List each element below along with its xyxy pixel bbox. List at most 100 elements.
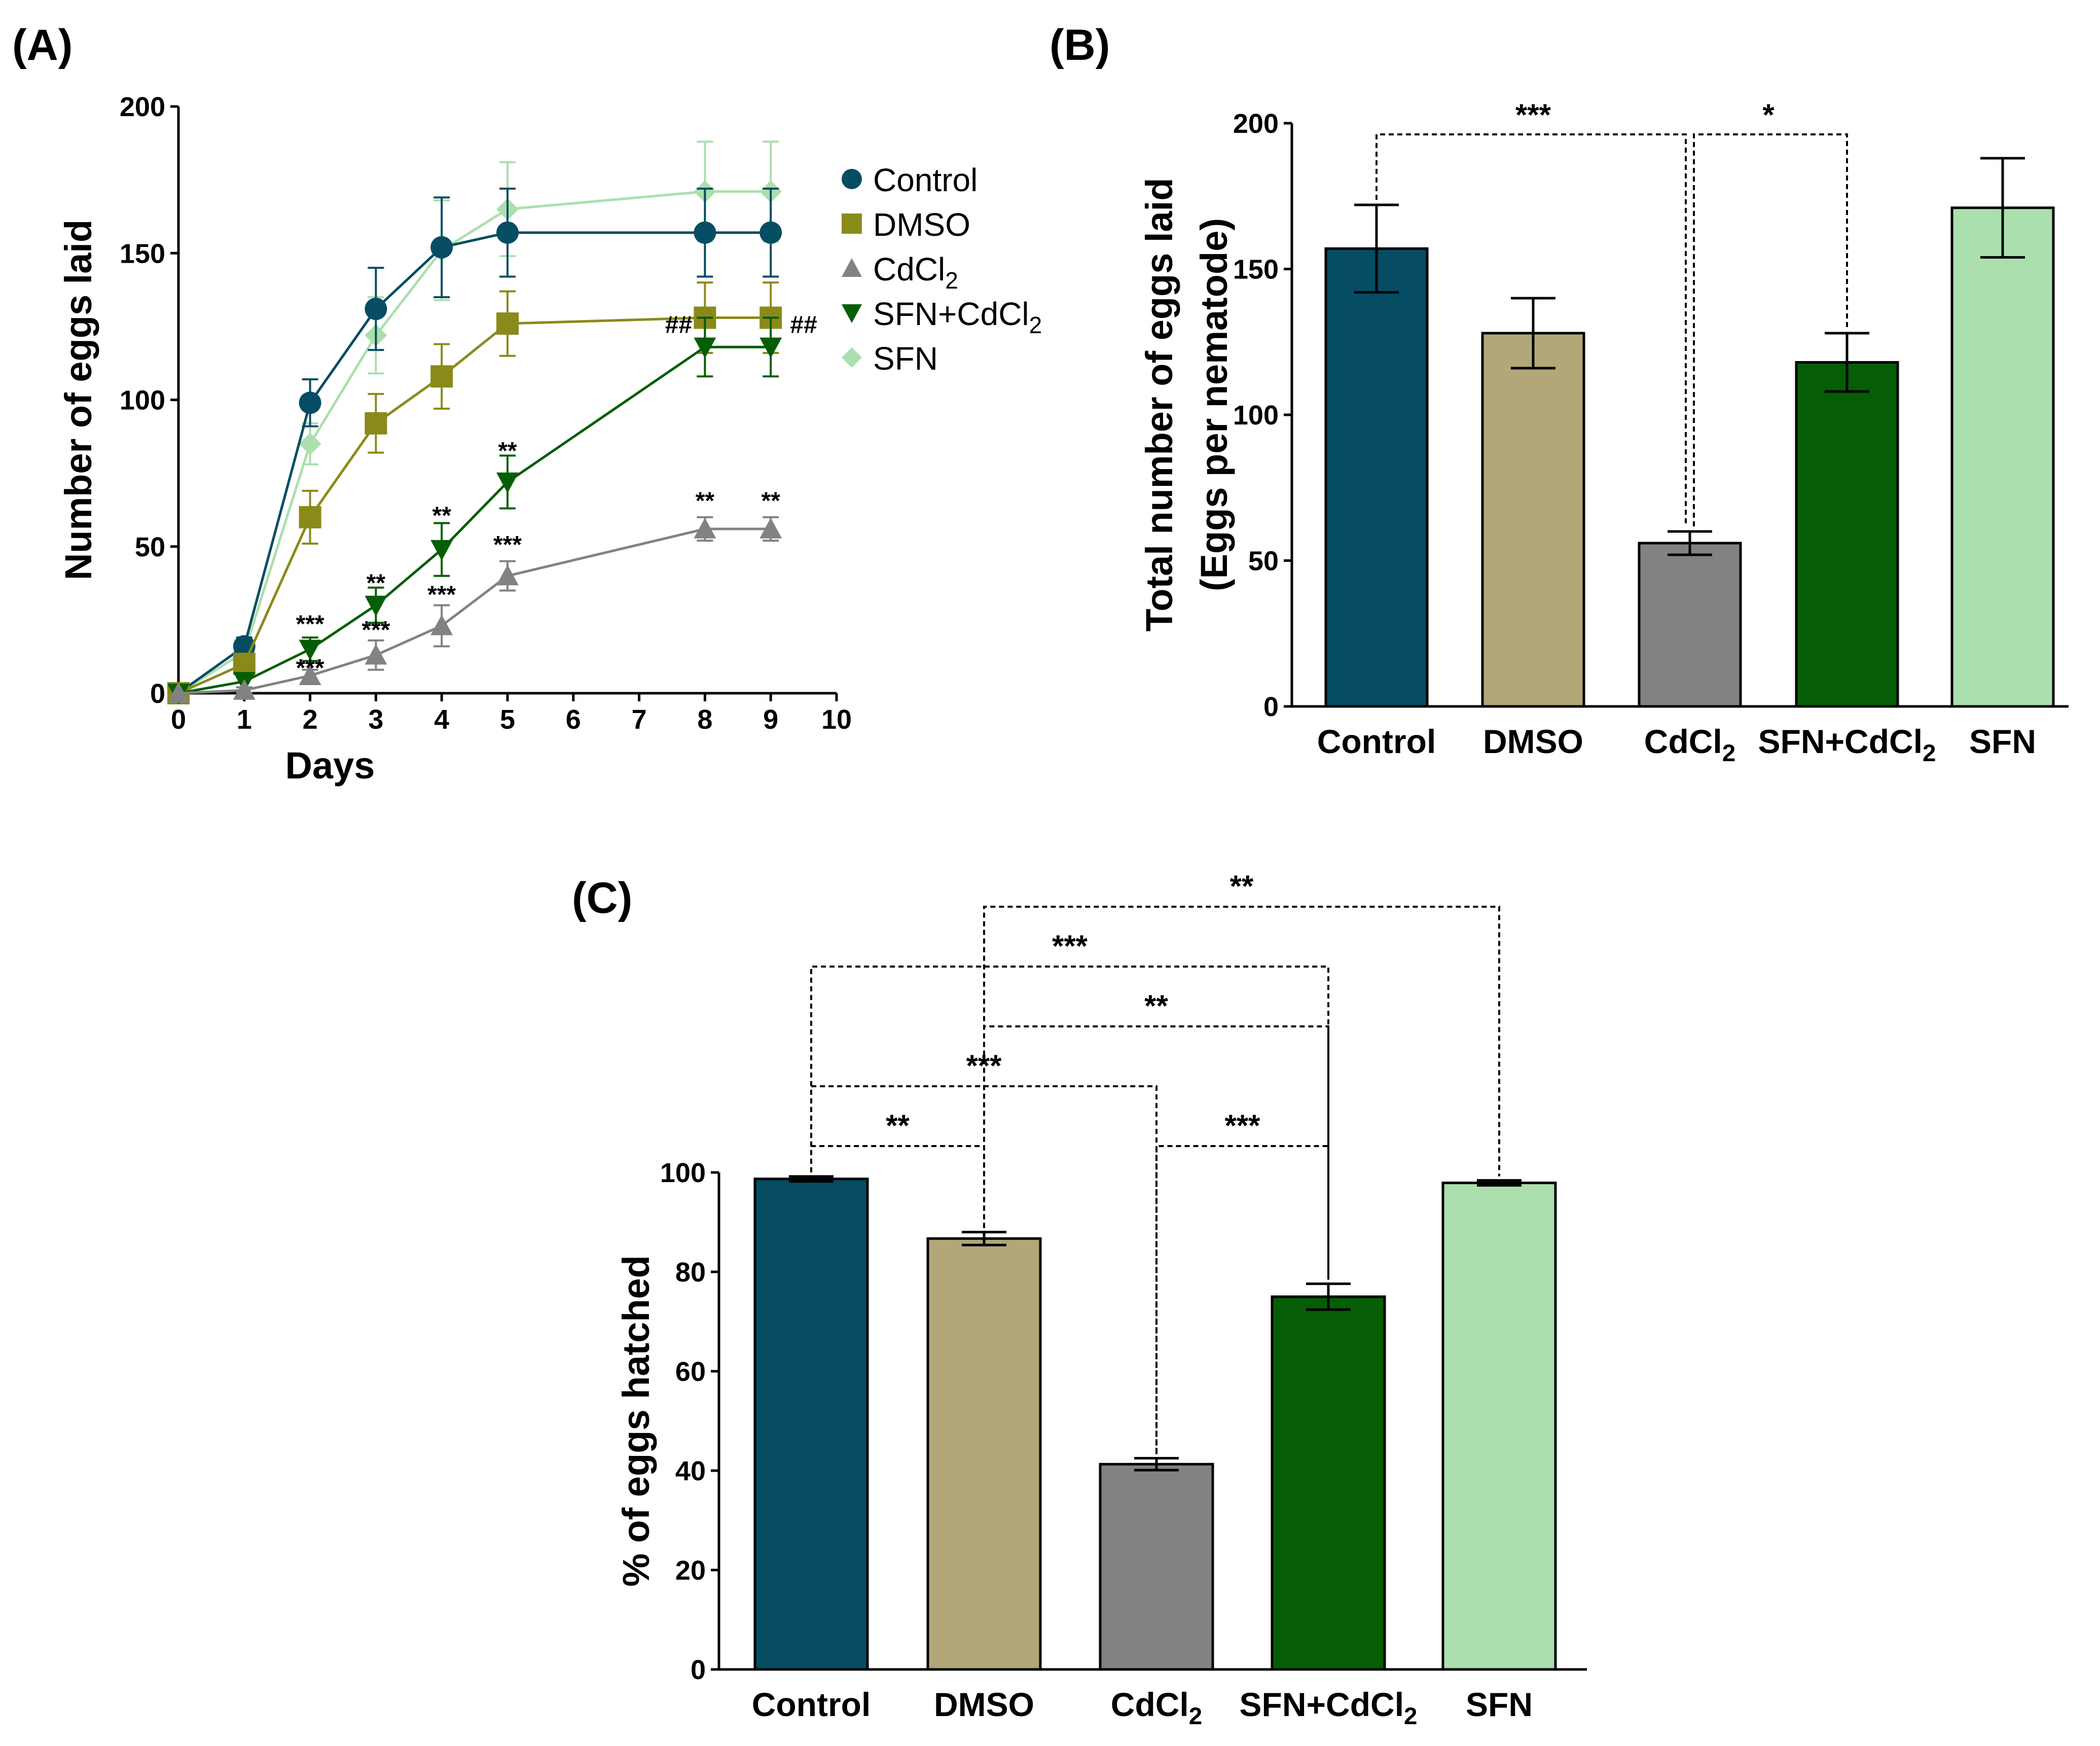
panel-c-y-tick-label: 80 xyxy=(675,1257,706,1288)
panel-a-legend-marker xyxy=(842,347,862,368)
panel-c-category-label: CdCl2 xyxy=(1111,1686,1202,1730)
panel-a-legend-label-sub: 2 xyxy=(1029,312,1042,338)
panel-a-x-tick-label: 9 xyxy=(763,704,778,735)
panel-c-y-tick-label: 20 xyxy=(675,1555,706,1586)
panel-c-category-label-main: Control xyxy=(752,1686,871,1723)
panel-a-point-sfn-cdcl2 xyxy=(365,595,387,617)
panel-c-category-label: SFN xyxy=(1466,1686,1533,1723)
panel-a-y-tick-label: 150 xyxy=(120,238,165,269)
panel-c-y-tick-label: 40 xyxy=(675,1456,706,1486)
panel-b-bar xyxy=(1638,542,1742,708)
panel-c-category-label-main: SFN+CdCl xyxy=(1240,1686,1404,1723)
panel-a-x-tick-label: 0 xyxy=(171,704,186,735)
panel-a-x-tick-label: 8 xyxy=(697,704,712,735)
panel-a-legend-label-main: SFN xyxy=(873,340,938,377)
panel-b-category-label: SFN xyxy=(1969,723,2036,760)
panel-b-category-label: DMSO xyxy=(1483,723,1583,760)
panel-a-legend-label-main: DMSO xyxy=(873,206,970,243)
panel-a-point-control xyxy=(694,221,716,244)
panel-a-legend-label: SFN xyxy=(873,340,938,377)
panel-b-bar xyxy=(1481,332,1585,708)
panel-c-y-axis-title: % of eggs hatched xyxy=(615,1255,657,1587)
panel-a-legend-marker xyxy=(842,304,862,323)
panel-a-annotation: *** xyxy=(296,611,324,637)
panel-a-point-sfn-cdcl2 xyxy=(430,540,453,561)
panel-a-annotation: ## xyxy=(665,311,692,338)
panel-c-y-tick-label: 0 xyxy=(691,1655,706,1685)
panel-a-point-dmso xyxy=(365,412,387,435)
panel-a-point-dmso xyxy=(233,653,256,675)
panel-a-label: (A) xyxy=(12,21,73,69)
panel-c-bar xyxy=(1441,1182,1557,1671)
panel-c-bar xyxy=(753,1178,869,1671)
panel-b-category-label-main: SFN+CdCl xyxy=(1758,723,1923,760)
panel-b-bar xyxy=(1950,206,2055,708)
panel-a-point-cdcl2 xyxy=(694,518,716,539)
panel-a-annotation: ## xyxy=(790,311,817,338)
panel-c-category-label-main: CdCl xyxy=(1111,1686,1189,1723)
panel-a-point-sfn-cdcl2 xyxy=(759,337,782,359)
panel-a-x-tick-label: 1 xyxy=(237,704,252,735)
panel-a-x-axis-title: Days xyxy=(285,744,375,787)
panel-a-point-sfn-cdcl2 xyxy=(694,337,716,359)
panel-c-category-label-sub: 2 xyxy=(1404,1703,1417,1730)
panel-c-significance-label: ** xyxy=(1144,989,1168,1023)
panel-c-significance-label: *** xyxy=(1052,929,1088,963)
panel-a-y-tick-label: 200 xyxy=(120,92,165,122)
panel-a-annotation: *** xyxy=(361,617,390,644)
panel-a-x-tick-label: 2 xyxy=(303,704,318,735)
panel-a-point-dmso xyxy=(496,312,519,335)
panel-a-x-tick-label: 4 xyxy=(434,704,449,735)
panel-a-point-cdcl2 xyxy=(299,664,321,685)
panel-a-x-tick-label: 7 xyxy=(632,704,647,735)
panel-c-significance-label: *** xyxy=(1224,1109,1260,1143)
panel-c-significance-bracket xyxy=(983,906,1500,1228)
panel-c-category-label: DMSO xyxy=(934,1686,1034,1723)
panel-c-significance-bracket xyxy=(810,966,1329,1280)
panel-b-category-label: SFN+CdCl2 xyxy=(1758,723,1936,767)
panel-b-category-label-main: CdCl xyxy=(1644,723,1722,760)
panel-a-annotation: *** xyxy=(296,655,324,682)
panel-c-y-tick-label: 100 xyxy=(660,1158,706,1188)
panel-b-significance-label: *** xyxy=(1515,98,1551,132)
panel-a-x-tick-label: 10 xyxy=(821,704,852,735)
panel-c-significance-label: ** xyxy=(1230,869,1254,903)
panel-a-legend-label-main: SFN+CdCl xyxy=(873,296,1029,332)
panel-a-point-sfn xyxy=(299,433,321,455)
panel-c-category-label: SFN+CdCl2 xyxy=(1240,1686,1418,1730)
panel-b-y-tick-label: 0 xyxy=(1263,692,1279,722)
panel-a-point-cdcl2 xyxy=(430,614,453,635)
panel-a-legend-marker xyxy=(842,213,862,234)
panel-a-legend-label: SFN+CdCl2 xyxy=(873,296,1042,338)
panel-c-bar xyxy=(1271,1295,1386,1671)
panel-a-point-cdcl2 xyxy=(365,644,387,665)
panel-a-legend-marker xyxy=(842,258,862,277)
panel-a-y-tick-label: 100 xyxy=(120,385,165,416)
panel-a-x-tick-label: 6 xyxy=(566,704,581,735)
panel-b-significance-bracket xyxy=(1693,133,1848,526)
panel-c-significance-label: ** xyxy=(886,1109,910,1143)
panel-a-legend-label-sub: 2 xyxy=(945,267,958,294)
panel-b-y-tick-label: 100 xyxy=(1233,400,1279,431)
panel-a-point-control xyxy=(759,221,782,244)
panel-a-point-cdcl2 xyxy=(759,518,782,539)
panel-a-point-control xyxy=(430,236,453,259)
panel-b-category-label-main: DMSO xyxy=(1483,723,1583,760)
panel-a-legend-label: DMSO xyxy=(873,206,970,243)
panel-c-category-label: Control xyxy=(752,1686,871,1723)
panel-b-y-axis-title: Total number of eggs laid xyxy=(1138,178,1180,632)
panel-a-point-dmso xyxy=(430,365,453,388)
panel-b-y-tick-label: 200 xyxy=(1233,109,1279,139)
panel-c-category-label-main: DMSO xyxy=(934,1686,1034,1723)
panel-b-category-label-main: SFN xyxy=(1969,723,2036,760)
panel-a-annotation: ** xyxy=(498,438,517,465)
panel-c-category-label-main: SFN xyxy=(1466,1686,1533,1723)
panel-b-significance-bracket xyxy=(1375,133,1687,526)
panel-a-legend-marker xyxy=(842,169,862,189)
panel-a-annotation: ** xyxy=(367,569,386,596)
panel-b-bar xyxy=(1324,247,1429,708)
panel-a-line-sfn xyxy=(177,190,771,695)
panel-a-annotation: *** xyxy=(493,531,522,558)
panel-c-label: (C) xyxy=(572,874,632,922)
